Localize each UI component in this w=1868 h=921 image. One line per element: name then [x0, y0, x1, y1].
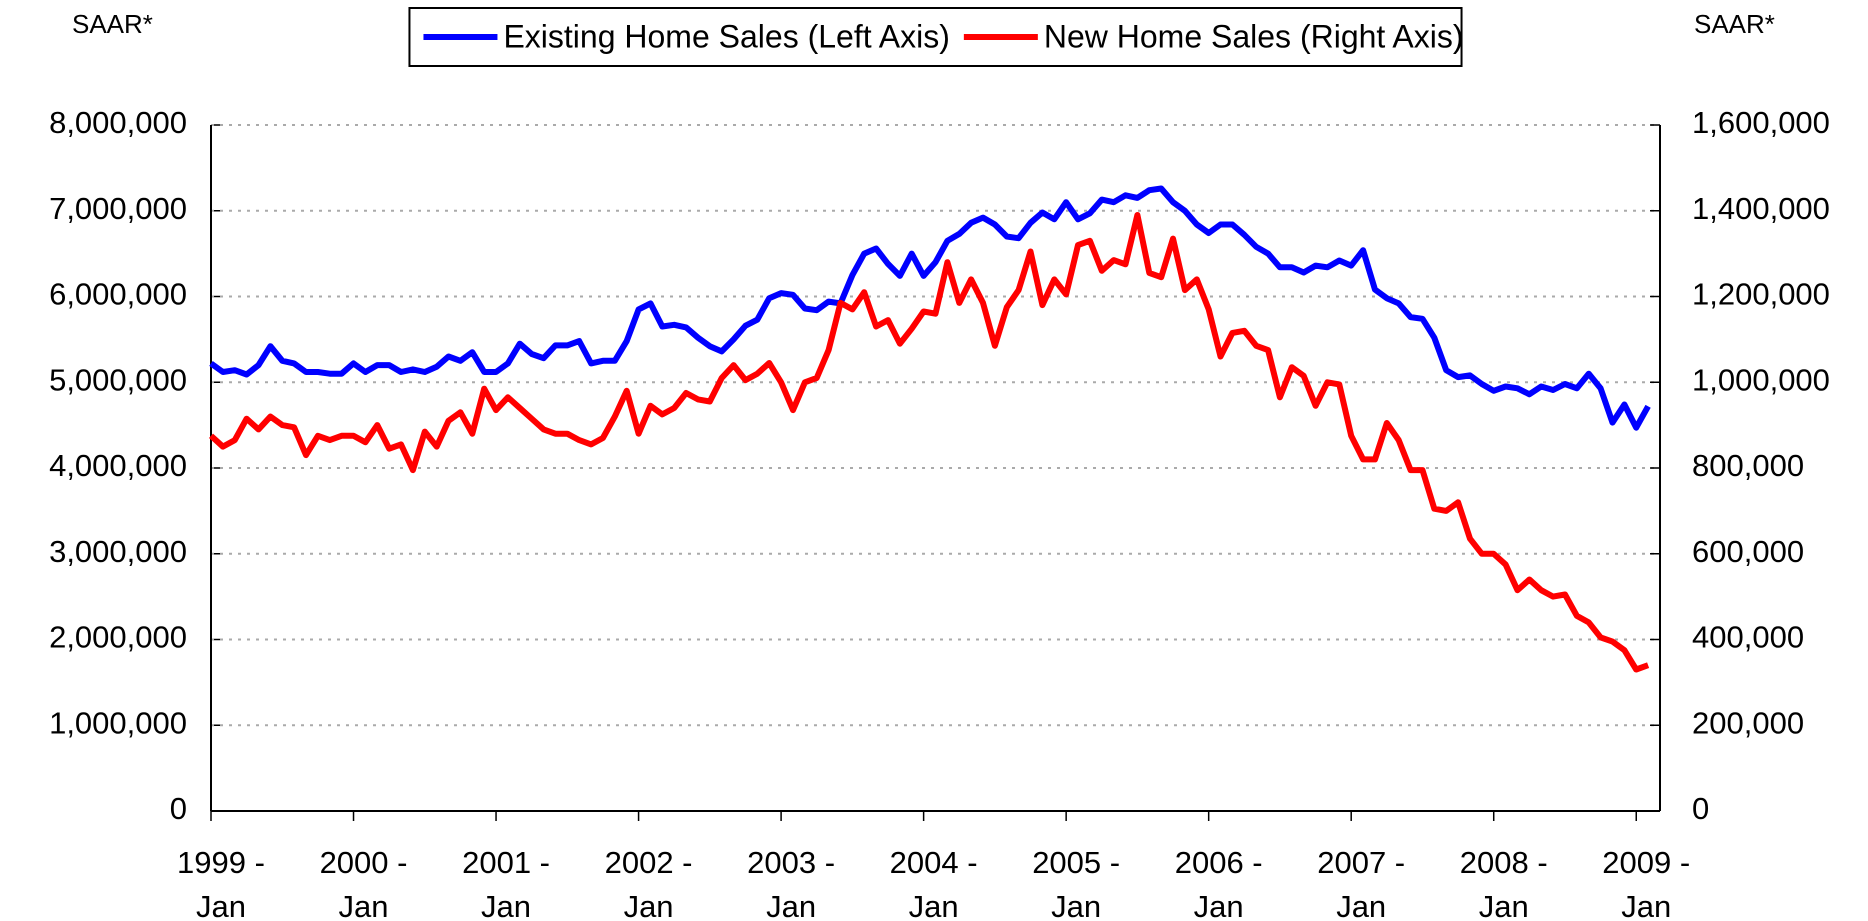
y-tick-label: 1,000,000	[49, 705, 187, 740]
line-series	[209, 185, 1651, 431]
y-tick-label: 6,000,000	[49, 277, 187, 312]
x-tick-label: 2006 - Jan	[1174, 845, 1263, 921]
y2-tick-label: 0	[1692, 791, 1709, 826]
legend-box	[408, 7, 1463, 67]
y2-tick-label: 1,200,000	[1692, 277, 1830, 312]
y2-tick-label: 600,000	[1692, 534, 1804, 569]
y-tick-label: 4,000,000	[49, 448, 187, 483]
x-tick-label: 2007 - Jan	[1317, 845, 1406, 921]
x-tick-label: 2001 - Jan	[462, 845, 550, 921]
y2-tick-label: 1,600,000	[1692, 105, 1830, 140]
y-tick-label: 7,000,000	[49, 191, 187, 226]
line-series	[208, 212, 1650, 673]
y2-tick-label: 800,000	[1692, 448, 1804, 483]
y-tick-label: 3,000,000	[49, 534, 187, 569]
legend-label: Existing Home Sales (Left Axis)	[503, 18, 949, 54]
legend-label: New Home Sales (Right Axis)	[1044, 18, 1464, 54]
y-tick-label: 5,000,000	[49, 362, 187, 397]
y2-axis-label: SAAR*	[1694, 9, 1775, 39]
y-tick-label: 0	[170, 791, 187, 826]
x-tick-label: 2003 - Jan	[747, 845, 836, 921]
x-tick-label: 1999 - Jan	[177, 845, 265, 921]
y-tick-label: 8,000,000	[49, 105, 187, 140]
y-axis-label: SAAR*	[72, 9, 153, 39]
y-tick-label: 2,000,000	[49, 620, 187, 655]
y2-tick-label: 400,000	[1692, 620, 1804, 655]
y2-tick-label: 1,000,000	[1692, 362, 1830, 397]
x-tick-label: 2002 - Jan	[604, 845, 693, 921]
x-tick-label: 2004 - Jan	[889, 845, 978, 921]
y2-tick-label: 1,400,000	[1692, 191, 1830, 226]
x-tick-label: 2009 - Jan	[1602, 845, 1691, 921]
x-tick-label: 2005 - Jan	[1032, 845, 1121, 921]
x-tick-label: 2008 - Jan	[1459, 845, 1548, 921]
y2-tick-label: 200,000	[1692, 705, 1804, 740]
x-tick-label: 2000 - Jan	[319, 845, 408, 921]
